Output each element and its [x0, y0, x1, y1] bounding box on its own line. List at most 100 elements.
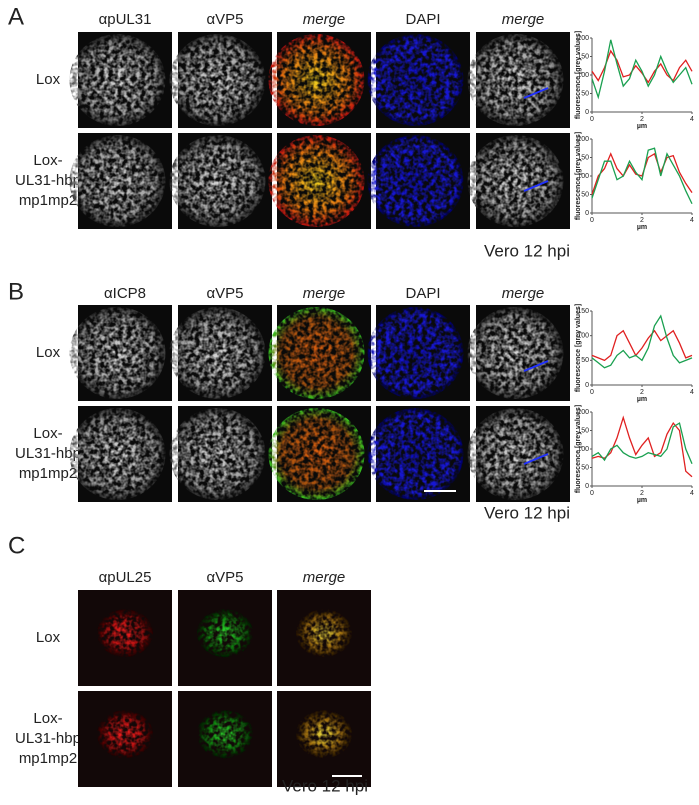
column-header: αVP5	[206, 569, 243, 586]
y-tick-label: 0	[585, 483, 589, 490]
data-line	[591, 147, 693, 205]
data-line	[591, 49, 693, 84]
cell-nucleus	[467, 135, 564, 227]
x-axis-label: µm	[637, 123, 647, 130]
data-line	[591, 422, 693, 465]
caption: Vero 12 hpi	[484, 503, 570, 522]
y-axis-label: fluorescence [grey values]	[575, 405, 582, 493]
cell-nucleus	[268, 307, 365, 399]
x-tick-label: 0	[590, 389, 594, 396]
profile-line	[523, 360, 549, 372]
row-label: Lox-	[33, 425, 62, 442]
x-axis-label: µm	[637, 224, 647, 231]
y-tick-label: 150	[577, 53, 589, 60]
x-axis-label: µm	[637, 396, 647, 403]
y-tick-label: 0	[585, 210, 589, 217]
column-header: αVP5	[206, 285, 243, 302]
y-tick-label: 50	[581, 464, 589, 471]
x-tick-label: 2	[640, 116, 644, 123]
y-tick-label: 100	[577, 333, 589, 340]
x-tick-label: 2	[640, 217, 644, 224]
row-label: Lox	[36, 344, 61, 361]
cell-nucleus	[69, 408, 166, 500]
y-tick-label: 50	[581, 357, 589, 364]
x-tick-label: 0	[590, 490, 594, 497]
x-tick-label: 0	[590, 116, 594, 123]
y-axis-label: fluorescence [grey values]	[575, 31, 582, 119]
column-header: merge	[303, 285, 346, 302]
cell-nucleus	[197, 710, 253, 759]
y-tick-label: 0	[585, 382, 589, 389]
data-line	[591, 314, 693, 369]
data-line	[591, 39, 693, 100]
column-header: αpUL25	[99, 569, 152, 586]
y-tick-label: 150	[577, 154, 589, 161]
column-header: merge	[502, 11, 545, 28]
cell-nucleus	[296, 710, 352, 759]
y-tick-label: 150	[577, 308, 589, 315]
x-tick-label: 4	[690, 490, 694, 497]
caption: Vero 12 hpi	[282, 776, 368, 795]
column-header: merge	[303, 11, 346, 28]
cell-nucleus	[296, 609, 352, 658]
y-axis-label: fluorescence [grey values]	[575, 304, 582, 392]
row-label: Lox-	[33, 710, 62, 727]
row-label: Lox	[36, 629, 61, 646]
y-tick-label: 100	[577, 72, 589, 79]
cell-nucleus	[197, 609, 253, 658]
row-label: mp1mp2	[19, 750, 77, 767]
y-tick-label: 100	[577, 446, 589, 453]
panel-letter: B	[8, 278, 24, 305]
caption: Vero 12 hpi	[484, 241, 570, 260]
cell-nucleus	[69, 135, 166, 227]
y-axis-label: fluorescence [grey values]	[575, 132, 582, 220]
y-tick-label: 150	[577, 427, 589, 434]
row-label: mp1mp2	[19, 192, 77, 209]
row-label: Lox	[36, 71, 61, 88]
row-label: Lox-	[33, 152, 62, 169]
column-header: merge	[303, 569, 346, 586]
column-header: merge	[502, 285, 545, 302]
column-header: αICP8	[104, 285, 146, 302]
cell-nucleus	[268, 408, 365, 500]
column-header: αVP5	[206, 11, 243, 28]
row-label: UL31-hbp	[15, 730, 81, 747]
x-tick-label: 2	[640, 389, 644, 396]
profile-line	[523, 87, 549, 99]
cell-nucleus	[467, 307, 564, 399]
profile-line	[523, 180, 549, 192]
x-tick-label: 4	[690, 217, 694, 224]
x-tick-label: 0	[590, 217, 594, 224]
cell-nucleus	[169, 307, 266, 399]
cell-nucleus	[367, 34, 464, 126]
y-tick-label: 100	[577, 173, 589, 180]
data-line	[591, 329, 693, 362]
row-label: mp1mp2	[19, 465, 77, 482]
cell-nucleus	[97, 710, 153, 759]
column-header: DAPI	[405, 285, 440, 302]
y-tick-label: 200	[577, 35, 589, 42]
cell-nucleus	[367, 307, 464, 399]
cell-nucleus	[169, 135, 266, 227]
row-label: UL31-hbp	[15, 172, 81, 189]
cell-nucleus	[268, 34, 365, 126]
cell-nucleus	[467, 34, 564, 126]
profile-line	[523, 453, 549, 465]
y-tick-label: 200	[577, 409, 589, 416]
data-line	[591, 152, 693, 195]
panel-letter: A	[8, 3, 24, 30]
column-header: DAPI	[405, 11, 440, 28]
cell-nucleus	[367, 408, 464, 500]
cell-nucleus	[467, 408, 564, 500]
y-tick-label: 0	[585, 109, 589, 116]
column-header: αpUL31	[99, 11, 152, 28]
row-label: UL31-hbp	[15, 445, 81, 462]
y-tick-label: 50	[581, 90, 589, 97]
cell-nucleus	[169, 34, 266, 126]
cell-nucleus	[169, 408, 266, 500]
x-tick-label: 2	[640, 490, 644, 497]
cell-nucleus	[69, 34, 166, 126]
cell-nucleus	[97, 609, 153, 658]
